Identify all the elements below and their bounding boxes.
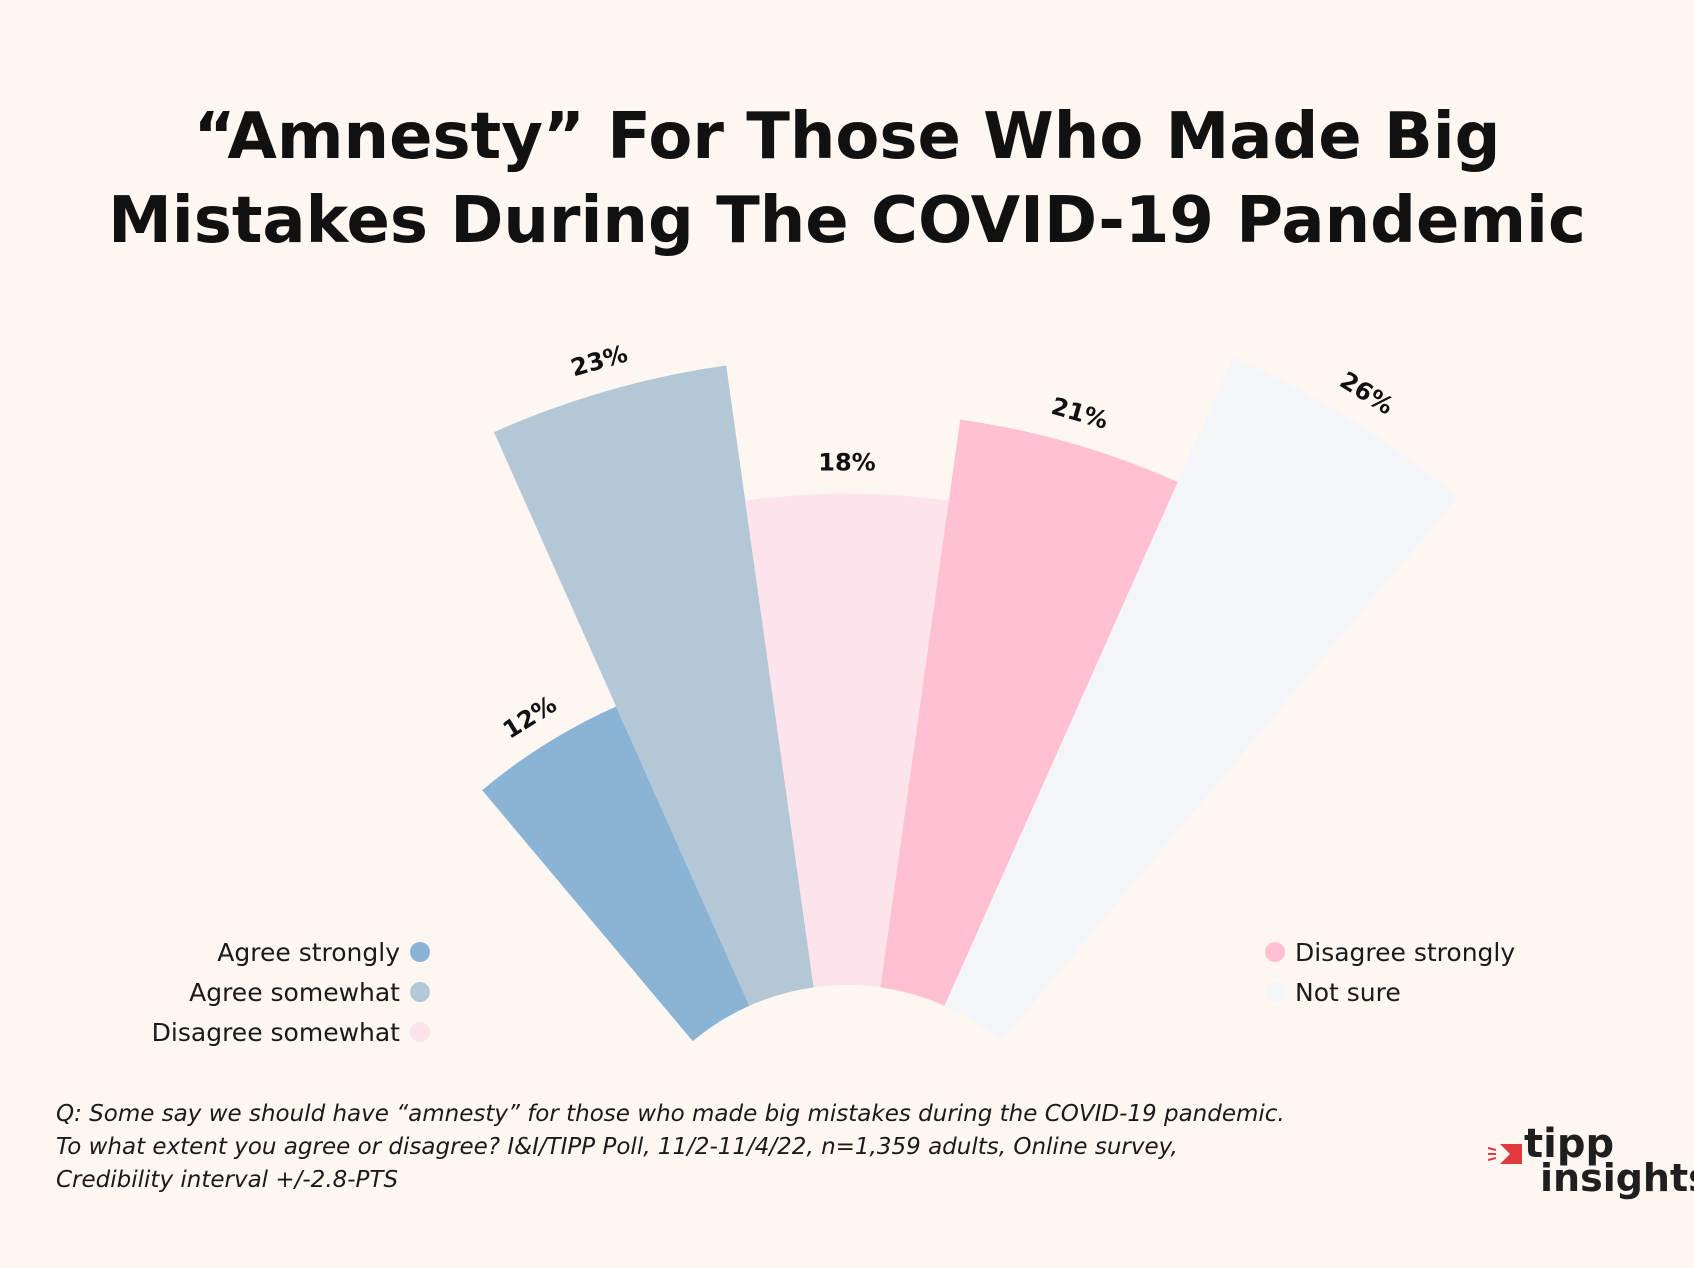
legend-swatch bbox=[1265, 942, 1285, 962]
title-line-2: Mistakes During The COVID-19 Pandemic bbox=[108, 184, 1586, 258]
legend-label: Not sure bbox=[1295, 977, 1401, 1007]
data-label: 18% bbox=[818, 449, 875, 477]
title-line-1: “Amnesty” For Those Who Made Big bbox=[193, 100, 1501, 174]
logo-text-insights: insights bbox=[1540, 1156, 1694, 1200]
polar-bar-disagree-somewhat bbox=[745, 493, 949, 988]
footnote-line: Q: Some say we should have “amnesty” for… bbox=[56, 1101, 1285, 1127]
polar-bar-agree-strongly bbox=[482, 706, 750, 1042]
footnote-line: Credibility interval +/-2.8-PTS bbox=[56, 1167, 399, 1193]
footnote-line: To what extent you agree or disagree? I&… bbox=[56, 1134, 1178, 1160]
legend-label: Disagree strongly bbox=[1295, 937, 1516, 967]
legend-label: Agree strongly bbox=[217, 937, 400, 967]
legend-item: Agree somewhat bbox=[140, 972, 430, 1012]
legend-item: Not sure bbox=[1265, 972, 1595, 1012]
data-label: 23% bbox=[568, 340, 631, 383]
legend-swatch bbox=[410, 942, 430, 962]
logo-text-tipp: tipp bbox=[1524, 1121, 1615, 1167]
legend-item: Disagree somewhat bbox=[140, 1012, 430, 1052]
legend-swatch bbox=[410, 1022, 430, 1042]
polar-bar-disagree-strongly bbox=[880, 419, 1178, 1006]
legend-right: Disagree strongly Not sure bbox=[1265, 932, 1595, 1012]
polar-bar-agree-somewhat bbox=[493, 365, 814, 1006]
legend-item: Disagree strongly bbox=[1265, 932, 1595, 972]
legend-label: Agree somewhat bbox=[189, 977, 400, 1007]
tipp-insights-logo: tipp insights bbox=[1488, 1122, 1694, 1202]
logo-flag-icon bbox=[1488, 1144, 1522, 1164]
data-label: 21% bbox=[1048, 392, 1111, 435]
legend-swatch bbox=[1265, 982, 1285, 1002]
chart-title: “Amnesty” For Those Who Made Big Mistake… bbox=[0, 95, 1694, 263]
legend-swatch bbox=[410, 982, 430, 1002]
footnote: Q: Some say we should have “amnesty” for… bbox=[56, 1098, 1356, 1197]
data-label: 26% bbox=[1335, 366, 1399, 420]
legend-left: Agree strongly Agree somewhat Disagree s… bbox=[140, 932, 430, 1052]
data-label: 12% bbox=[498, 690, 562, 744]
polar-bar-not-sure bbox=[944, 357, 1458, 1042]
legend-item: Agree strongly bbox=[140, 932, 430, 972]
legend-label: Disagree somewhat bbox=[151, 1017, 400, 1047]
